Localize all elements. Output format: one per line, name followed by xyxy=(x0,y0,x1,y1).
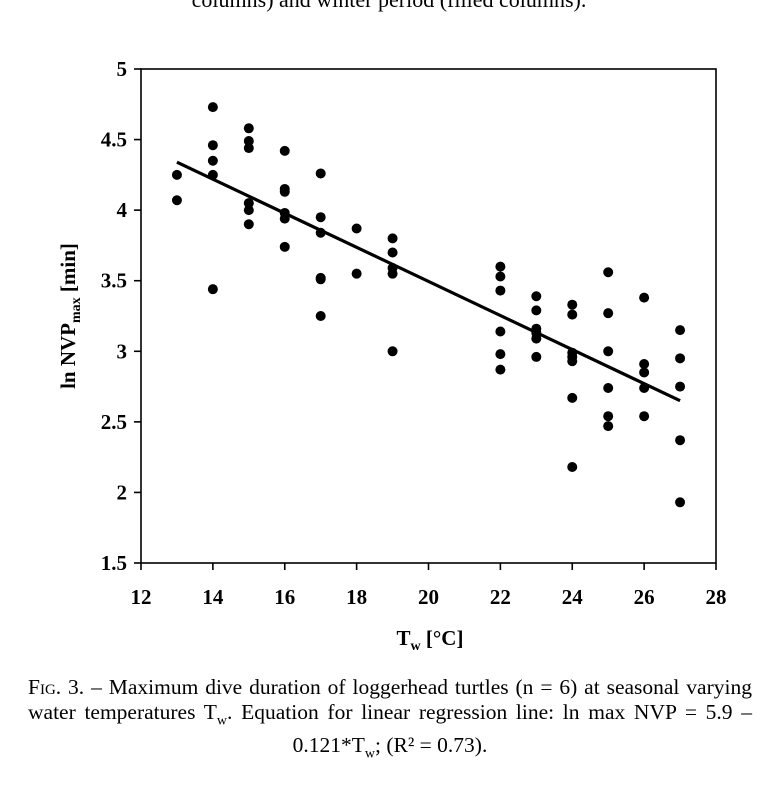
data-point xyxy=(279,213,290,224)
data-point xyxy=(531,333,542,344)
x-tick-label: 20 xyxy=(418,585,439,609)
data-point xyxy=(315,227,326,238)
data-point xyxy=(243,198,254,209)
data-point xyxy=(279,186,290,197)
y-tick-label: 2 xyxy=(117,480,128,504)
data-point xyxy=(279,241,290,252)
scatter-chart: 1.5 2 2.5 3 3.5 4 4.5 5 12 14 16 18 20 22 24 26 28 ln N… xyxy=(56,57,727,654)
data-point xyxy=(315,168,326,179)
x-tick-label: 16 xyxy=(274,585,295,609)
data-point xyxy=(351,223,362,234)
data-point xyxy=(243,143,254,154)
figure-caption: Fig. 3. – Maximum dive duration of logge… xyxy=(28,675,752,767)
data-point xyxy=(639,292,650,303)
x-tick-label: 14 xyxy=(202,585,224,609)
figure-label: Fig. 3. xyxy=(28,675,85,699)
data-point xyxy=(495,349,506,360)
data-point xyxy=(387,233,398,244)
data-points xyxy=(171,102,686,508)
data-point xyxy=(495,285,506,296)
data-point xyxy=(207,140,218,151)
y-tick-label: 2.5 xyxy=(101,410,127,434)
data-point xyxy=(567,392,578,403)
y-tick-label: 4.5 xyxy=(101,128,127,152)
y-tick-label: 4 xyxy=(117,198,128,222)
data-point xyxy=(243,135,254,146)
x-tick-label: 22 xyxy=(490,585,511,609)
data-point xyxy=(387,268,398,279)
x-tick-label: 12 xyxy=(131,585,152,609)
data-point xyxy=(387,247,398,258)
data-point xyxy=(603,421,614,432)
data-point xyxy=(495,326,506,337)
data-point xyxy=(243,205,254,216)
data-point xyxy=(567,462,578,473)
data-point xyxy=(675,325,686,336)
data-point xyxy=(315,274,326,285)
data-point xyxy=(207,102,218,113)
data-point xyxy=(315,311,326,321)
data-point xyxy=(603,411,614,422)
data-point xyxy=(315,212,326,223)
data-point xyxy=(603,267,614,278)
data-point xyxy=(567,356,578,367)
data-point xyxy=(639,358,650,369)
data-point xyxy=(243,219,254,230)
data-point xyxy=(495,364,506,375)
y-axis-label: ln NVPmax [min] xyxy=(56,243,84,389)
x-tick-label: 28 xyxy=(706,585,727,609)
y-tick-label: 3 xyxy=(117,339,128,363)
data-point xyxy=(603,382,614,393)
data-point xyxy=(207,284,218,295)
data-point xyxy=(171,195,182,206)
data-point xyxy=(639,382,650,393)
data-point xyxy=(639,411,650,422)
data-point xyxy=(603,346,614,357)
data-point xyxy=(207,155,218,166)
x-tick-label: 24 xyxy=(562,585,584,609)
y-tick-label: 3.5 xyxy=(101,269,127,293)
data-point xyxy=(531,351,542,362)
data-point xyxy=(495,261,506,272)
data-point xyxy=(675,497,686,508)
data-point xyxy=(279,145,290,156)
y-tick-label: 5 xyxy=(117,57,128,81)
data-point xyxy=(351,268,362,279)
data-point xyxy=(531,305,542,316)
data-point xyxy=(639,367,650,378)
data-point xyxy=(675,353,686,364)
data-point xyxy=(675,381,686,392)
data-point xyxy=(567,309,578,320)
data-point xyxy=(387,346,398,357)
data-point xyxy=(171,169,182,180)
figure-caption-text: – Maximum dive duration of loggerhead tu… xyxy=(28,675,752,762)
y-axis-ticks: 1.5 2 2.5 3 3.5 4 4.5 5 xyxy=(101,57,141,575)
data-point xyxy=(207,169,218,180)
data-point xyxy=(603,308,614,319)
regression-line xyxy=(176,160,681,403)
plot-frame xyxy=(140,68,717,564)
x-axis-label: Tw [°C] xyxy=(397,626,464,654)
data-point xyxy=(495,271,506,282)
previous-figure-caption-fragment: columns) and winter period (filled colum… xyxy=(0,0,778,14)
x-axis-ticks: 12 14 16 18 20 22 24 26 28 xyxy=(131,563,727,609)
data-point xyxy=(243,123,254,134)
x-tick-label: 18 xyxy=(346,585,367,609)
y-tick-label: 1.5 xyxy=(101,551,127,575)
data-point xyxy=(567,299,578,310)
x-tick-label: 26 xyxy=(634,585,655,609)
data-point xyxy=(531,291,542,302)
data-point xyxy=(675,435,686,446)
